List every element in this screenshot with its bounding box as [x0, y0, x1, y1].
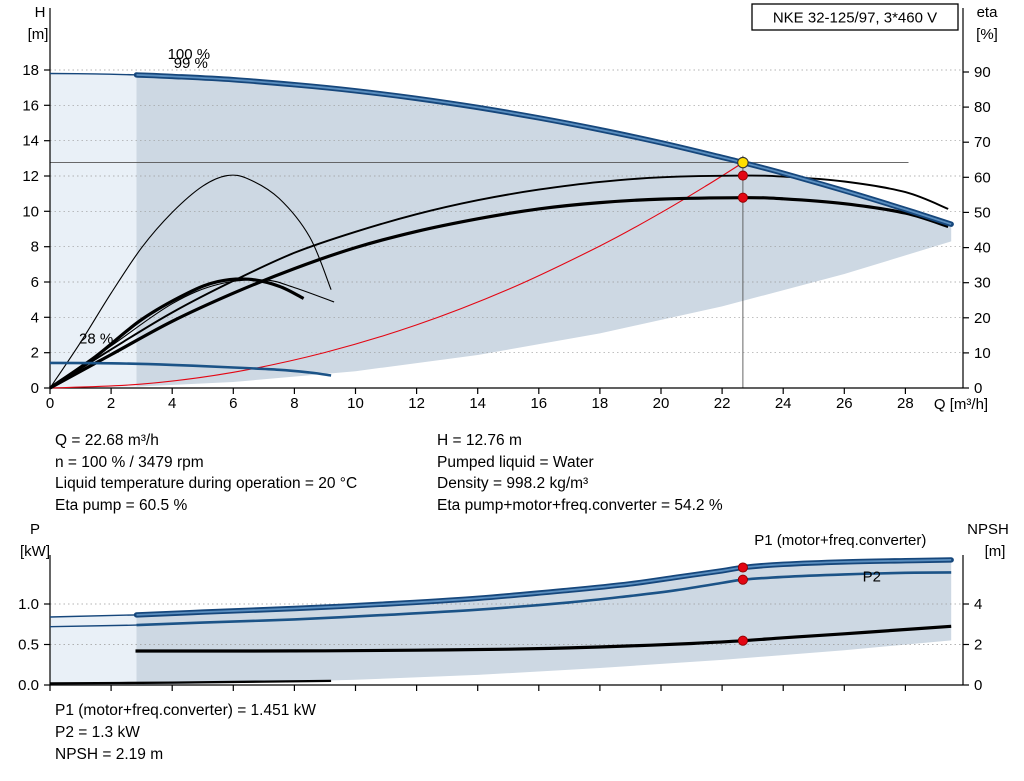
qh-eta-chart: H [m] eta [%] Q [m³/h] 0 2 4 6 8 10 12 14 16 18 20…	[22, 3, 999, 413]
curve-label: P2	[863, 569, 881, 586]
eta-axis-unit: [%]	[976, 26, 998, 43]
eta-tick-label: 80	[974, 99, 991, 116]
eta-tick-label: 50	[974, 204, 991, 221]
operating-envelope	[136, 74, 952, 387]
eta-total-point-marker	[737, 192, 748, 203]
h-tick-label: 16	[22, 97, 39, 114]
p2-lead-in	[49, 624, 137, 628]
npsh-axis-symbol: NPSH	[967, 521, 1009, 538]
eta-total	[49, 196, 949, 390]
info-line-eta-pump: Eta pump = 60.5 %	[55, 496, 188, 514]
pump-model-label: NKE 32-125/97, 3*460 V	[773, 10, 937, 27]
info-line-eta-total: Eta pump+motor+freq.converter = 54.2 %	[437, 496, 723, 514]
eta-tick-label: 60	[974, 169, 991, 186]
p1-curve-highlight	[136, 559, 952, 616]
result-line-p1: P1 (motor+freq.converter) = 1.451 kW	[55, 702, 317, 719]
power-envelope-left	[50, 614, 137, 685]
npsh-tick-label: 4	[974, 596, 982, 613]
pump-model-box	[751, 3, 959, 31]
x-tick-label: 2	[107, 395, 115, 412]
p1-point-marker	[737, 562, 748, 573]
h-tick-label: 6	[31, 274, 39, 291]
x-tick-label: 16	[530, 395, 547, 412]
eta-total-28pct-b	[49, 279, 335, 389]
h-tick-label: 12	[22, 168, 39, 185]
eta-tick-label: 90	[974, 64, 991, 81]
curve-label: 28 %	[79, 331, 113, 348]
eta-pump-point-marker	[737, 170, 748, 181]
pump-curve-28pct	[49, 361, 332, 377]
x-tick-label: 28	[897, 395, 914, 412]
info-line-liquid: Pumped liquid = Water	[437, 453, 594, 471]
info-line-temperature: Liquid temperature during operation = 20…	[55, 475, 358, 493]
pump-curve-100pct-highlight	[136, 74, 952, 226]
eta-tick-label: 20	[974, 310, 991, 327]
p2-curve	[136, 571, 952, 627]
eta-pump-28pct	[49, 174, 332, 389]
power-envelope	[136, 559, 952, 685]
x-tick-label: 10	[347, 395, 364, 412]
p2-point-marker	[737, 574, 748, 585]
eta-tick-label: 30	[974, 275, 991, 292]
npsh-curve	[135, 624, 952, 653]
info-line-q: Q = 22.68 m³/h	[55, 432, 159, 449]
duty-info-left-column: Q = 22.68 m³/h n = 100 % / 3479 rpm Liqu…	[55, 430, 357, 516]
q-axis-label: Q [m³/h]	[934, 396, 988, 413]
x-tick-label: 4	[168, 395, 176, 412]
p-tick-label: 0.5	[18, 637, 39, 654]
result-line-p2: P2 = 1.3 kW	[55, 723, 140, 741]
h-tick-label: 10	[22, 203, 39, 220]
p-tick-label: 1.0	[18, 596, 39, 613]
eta-tick-label: 40	[974, 240, 991, 257]
npsh-tick-label: 2	[974, 637, 982, 654]
x-tick-label: 12	[408, 395, 425, 412]
h-tick-label: 2	[31, 345, 39, 362]
x-tick-label: 14	[469, 395, 486, 412]
h-tick-label: 0	[31, 380, 39, 397]
power-plot-area: 0.0 0.5 1.0 0 2 4 P1 (motor+freq.converter) P2	[18, 532, 982, 694]
duty-info-right-column: H = 12.76 m Pumped liquid = Water Densit…	[437, 430, 723, 516]
p-tick-label: 0.0	[18, 677, 39, 694]
qh-plot-area: 0 2 4 6 8 10 12 14 16 18 20 22 24 26 28024681012141618…	[22, 8, 991, 412]
x-tick-label: 24	[775, 395, 792, 412]
results-block: P1 (motor+freq.converter) = 1.451 kW P2 …	[55, 700, 316, 765]
eta-axis-symbol: eta	[977, 4, 999, 21]
eta-tick-label: 70	[974, 134, 991, 151]
p-axis-symbol: P	[30, 521, 40, 538]
h-tick-label: 4	[31, 309, 39, 326]
h-tick-label: 14	[22, 133, 39, 150]
curve-label: P1 (motor+freq.converter)	[754, 532, 926, 549]
operating-envelope-left	[50, 73, 137, 388]
system-curve	[49, 162, 744, 389]
p-axis-unit: [kW]	[20, 543, 50, 560]
pump-curve-lead-in	[49, 72, 137, 76]
x-tick-label: 0	[46, 395, 54, 412]
info-line-speed: n = 100 % / 3479 rpm	[55, 453, 204, 471]
x-tick-label: 8	[290, 395, 298, 412]
h-axis-symbol: H	[35, 4, 46, 21]
h-axis-unit: [m]	[28, 26, 49, 43]
p1-lead-in	[49, 614, 137, 618]
info-line-head: H = 12.76 m	[437, 432, 522, 449]
info-line-density: Density = 998.2 kg/m³	[437, 475, 589, 493]
h-tick-label: 8	[31, 239, 39, 256]
curve-label: 100 %	[168, 46, 211, 63]
h-tick-label: 18	[22, 62, 39, 79]
duty-point-marker	[737, 156, 749, 169]
npsh-axis-unit: [m]	[985, 543, 1006, 560]
eta-tick-label: 10	[974, 345, 991, 362]
x-tick-label: 26	[836, 395, 853, 412]
x-tick-label: 6	[229, 395, 237, 412]
npsh-tick-label: 0	[974, 677, 982, 694]
curve-label: 99 %	[174, 55, 208, 72]
x-tick-label: 22	[714, 395, 731, 412]
eta-tick-label: 0	[974, 380, 982, 397]
npsh-point-marker	[737, 635, 748, 646]
x-tick-label: 20	[653, 395, 670, 412]
power-28pct	[49, 679, 332, 685]
x-tick-label: 18	[592, 395, 609, 412]
power-npsh-chart: P [kW] NPSH [m] 0.0 0.5 1.0 0 2 4 P1 (motor+fr…	[18, 521, 1009, 694]
result-line-npsh: NPSH = 2.19 m	[55, 745, 164, 763]
